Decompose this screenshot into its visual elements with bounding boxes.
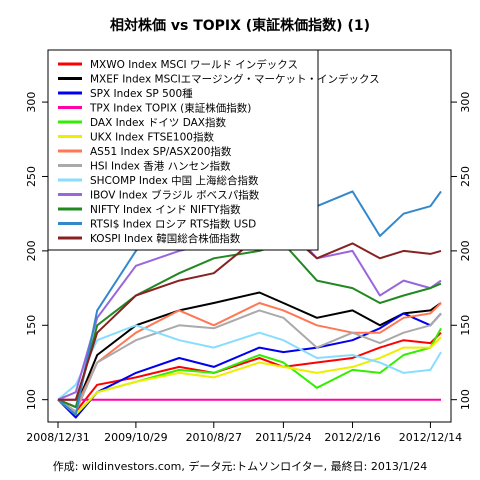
y-tick-label: 250 <box>25 166 38 187</box>
legend-label: IBOV Index ブラジル ボベスパ指数 <box>90 189 260 202</box>
x-tick-label: 2010/8/27 <box>186 431 242 444</box>
legend-label: KOSPI Index 韓国総合株価指数 <box>90 232 241 245</box>
legend-label: UKX Index FTSE100指数 <box>90 131 214 144</box>
y-tick-label-right: 200 <box>459 240 472 261</box>
legend-label: RTSI$ Index ロシア RTS指数 USD <box>90 218 256 231</box>
x-tick-label: 2008/12/31 <box>26 431 89 444</box>
x-tick-label: 2012/2/16 <box>324 431 380 444</box>
y-axis-right: 100 150 200 250 300 <box>451 92 472 410</box>
legend-label: HSI Index 香港 ハンセン指数 <box>90 160 231 173</box>
y-tick-label-right: 150 <box>459 315 472 336</box>
legend: MXWO Index MSCI ワールド インデックス MXEF Index MS… <box>47 49 380 251</box>
series-line <box>57 324 442 401</box>
chart-title: 相対株価 vs TOPIX (東証株価指数) (1) <box>110 17 370 34</box>
legend-label: SHCOMP Index 中国 上海総合指数 <box>90 174 259 187</box>
y-tick-label-right: 250 <box>459 166 472 187</box>
x-tick-label: 2009/10/29 <box>104 431 167 444</box>
series-line <box>57 309 442 413</box>
legend-label: MXEF Index MSCIエマージング・マーケット・インデックス <box>90 73 380 86</box>
y-tick-label: 150 <box>25 315 38 336</box>
legend-label: NIFTY Index インド NIFTY指数 <box>90 203 241 216</box>
legend-label: DAX Index ドイツ DAX指数 <box>90 116 226 129</box>
series-line <box>57 312 442 419</box>
y-tick-label-right: 300 <box>459 92 472 113</box>
legend-label: TPX Index TOPIX (東証株価指数) <box>89 102 251 115</box>
legend-box <box>47 49 319 251</box>
x-tick-label: 2011/5/24 <box>255 431 311 444</box>
series-line <box>57 302 442 409</box>
y-tick-label-right: 100 <box>459 389 472 410</box>
legend-label: AS51 Index SP/ASX200指数 <box>90 145 232 158</box>
series-line <box>57 336 442 416</box>
legend-label: SPX Index SP 500種 <box>90 87 193 100</box>
legend-label: MXWO Index MSCI ワールド インデックス <box>90 58 298 71</box>
y-tick-label: 300 <box>25 92 38 113</box>
series-line <box>57 291 442 409</box>
x-tick-label: 2012/12/14 <box>399 431 462 444</box>
series-line <box>57 331 442 413</box>
y-axis-left: 100 150 200 250 300 <box>25 92 48 410</box>
y-tick-label: 100 <box>25 389 38 410</box>
chart-caption: 作成: wildinvestors.com, データ元:トムソンロイター, 最終… <box>53 459 427 473</box>
y-tick-label: 200 <box>25 240 38 261</box>
x-axis: 2008/12/31 2009/10/29 2010/8/27 2011/5/24 20… <box>26 422 462 444</box>
